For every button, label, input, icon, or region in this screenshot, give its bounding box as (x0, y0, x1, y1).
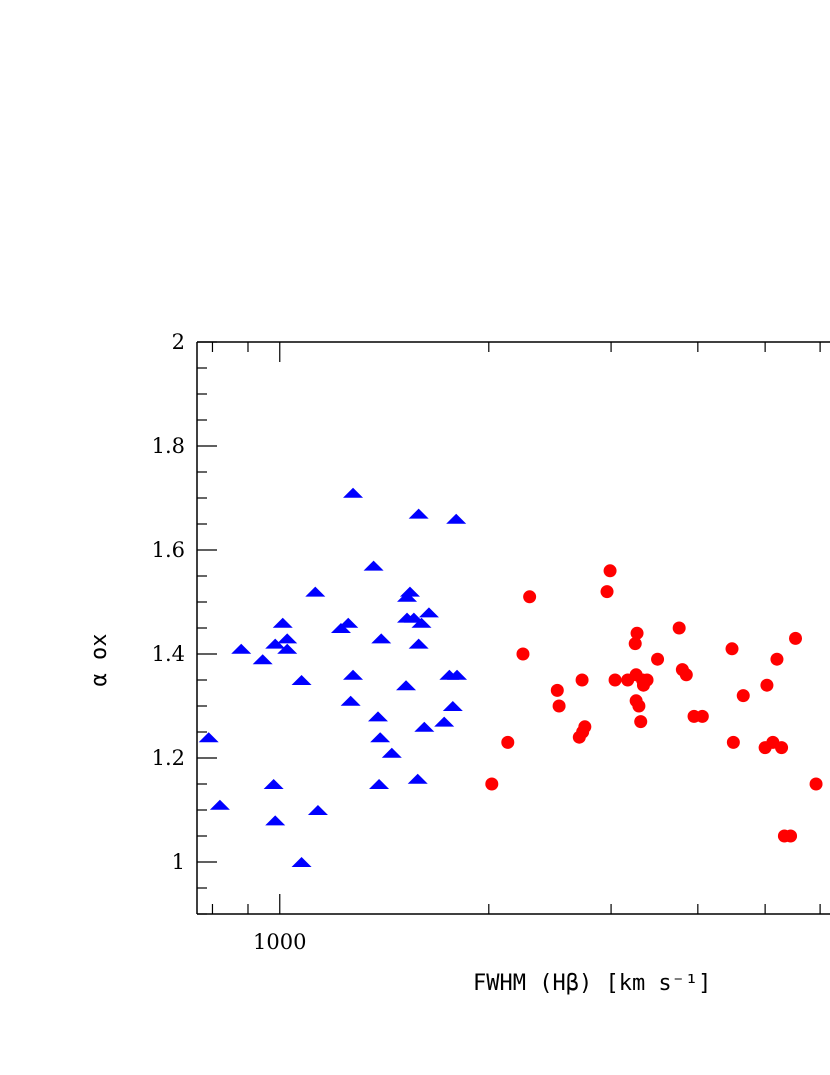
y-tick-label: 1 (172, 850, 185, 874)
triangle-point (371, 633, 392, 644)
triangle-point (447, 669, 468, 680)
circle-point (726, 735, 740, 749)
y-tick-label: 1.6 (152, 538, 185, 562)
triangle-point (369, 779, 390, 789)
circle-point (628, 637, 642, 651)
triangle-point (209, 799, 230, 810)
circle-point (672, 621, 686, 635)
y-tick-label: 1.8 (152, 434, 185, 458)
circle-point (575, 673, 589, 687)
triangle-point (340, 695, 361, 706)
triangle-point (408, 638, 429, 649)
y-tick-label: 2 (172, 330, 185, 354)
triangle-point (397, 591, 418, 602)
triangle-point (407, 773, 428, 784)
x-tick-label: 1000 (253, 930, 306, 954)
x-axis-title: FWHM (Hβ) [km s⁻¹] (473, 971, 711, 996)
triangle-point (277, 633, 298, 644)
triangle-point (396, 680, 417, 691)
circle-point (640, 673, 654, 687)
triangle-point (330, 623, 351, 633)
triangle-point (277, 643, 298, 654)
circle-point (630, 626, 644, 640)
triangle-point (442, 701, 463, 711)
triangle-point (414, 721, 435, 732)
circle-point (603, 564, 617, 578)
triangle-point (307, 805, 328, 815)
triangle-point (367, 711, 388, 722)
circle-point (632, 699, 646, 713)
triangle-point (434, 716, 455, 727)
triangle-point (363, 560, 384, 571)
circle-point (523, 590, 537, 604)
triangle-point (198, 732, 219, 743)
circle-point (485, 777, 499, 791)
y-tick-label: 1.4 (152, 642, 185, 666)
circle-point (695, 709, 709, 723)
data-points (198, 487, 823, 867)
triangle-point (381, 747, 402, 758)
triangle-point (263, 779, 284, 789)
circle-point (809, 777, 823, 791)
plot-axes (196, 341, 830, 915)
y-tick-label: 1.2 (152, 746, 185, 770)
circle-point (651, 652, 665, 666)
triangle-point (291, 857, 312, 867)
circle-point (760, 678, 774, 692)
circle-point (679, 668, 693, 682)
circle-point (784, 829, 798, 843)
triangle-point (403, 612, 424, 623)
triangle-point (252, 654, 273, 665)
triangle-point (418, 607, 439, 618)
triangle-point (411, 617, 432, 628)
circle-point (789, 631, 803, 645)
circle-point (516, 647, 530, 661)
triangle-point (291, 675, 312, 685)
axis-ticks (197, 341, 821, 915)
circle-point (775, 741, 789, 755)
circle-point (736, 689, 750, 703)
circle-point (770, 652, 784, 666)
triangle-point (343, 487, 364, 498)
circle-point (552, 699, 566, 713)
triangle-point (265, 638, 286, 649)
circle-point (600, 585, 614, 599)
circle-point (634, 715, 648, 729)
triangle-point (446, 513, 467, 524)
triangle-point (408, 508, 429, 519)
triangle-point (338, 617, 359, 628)
circle-point (550, 683, 564, 697)
circle-point (501, 735, 515, 749)
y-axis-title: α ox (87, 634, 112, 687)
circle-point (725, 642, 739, 656)
triangle-point (265, 815, 286, 826)
triangle-point (343, 669, 364, 680)
triangle-point (399, 586, 420, 597)
triangle-point (370, 732, 391, 743)
circle-point (608, 673, 622, 687)
axis-tick-labels: 1 1.2 1.4 1.6 1.8 2 1000 (152, 330, 307, 954)
triangle-point (305, 586, 326, 597)
triangle-point (272, 617, 293, 628)
triangle-point (231, 643, 252, 654)
circle-point (578, 720, 592, 734)
